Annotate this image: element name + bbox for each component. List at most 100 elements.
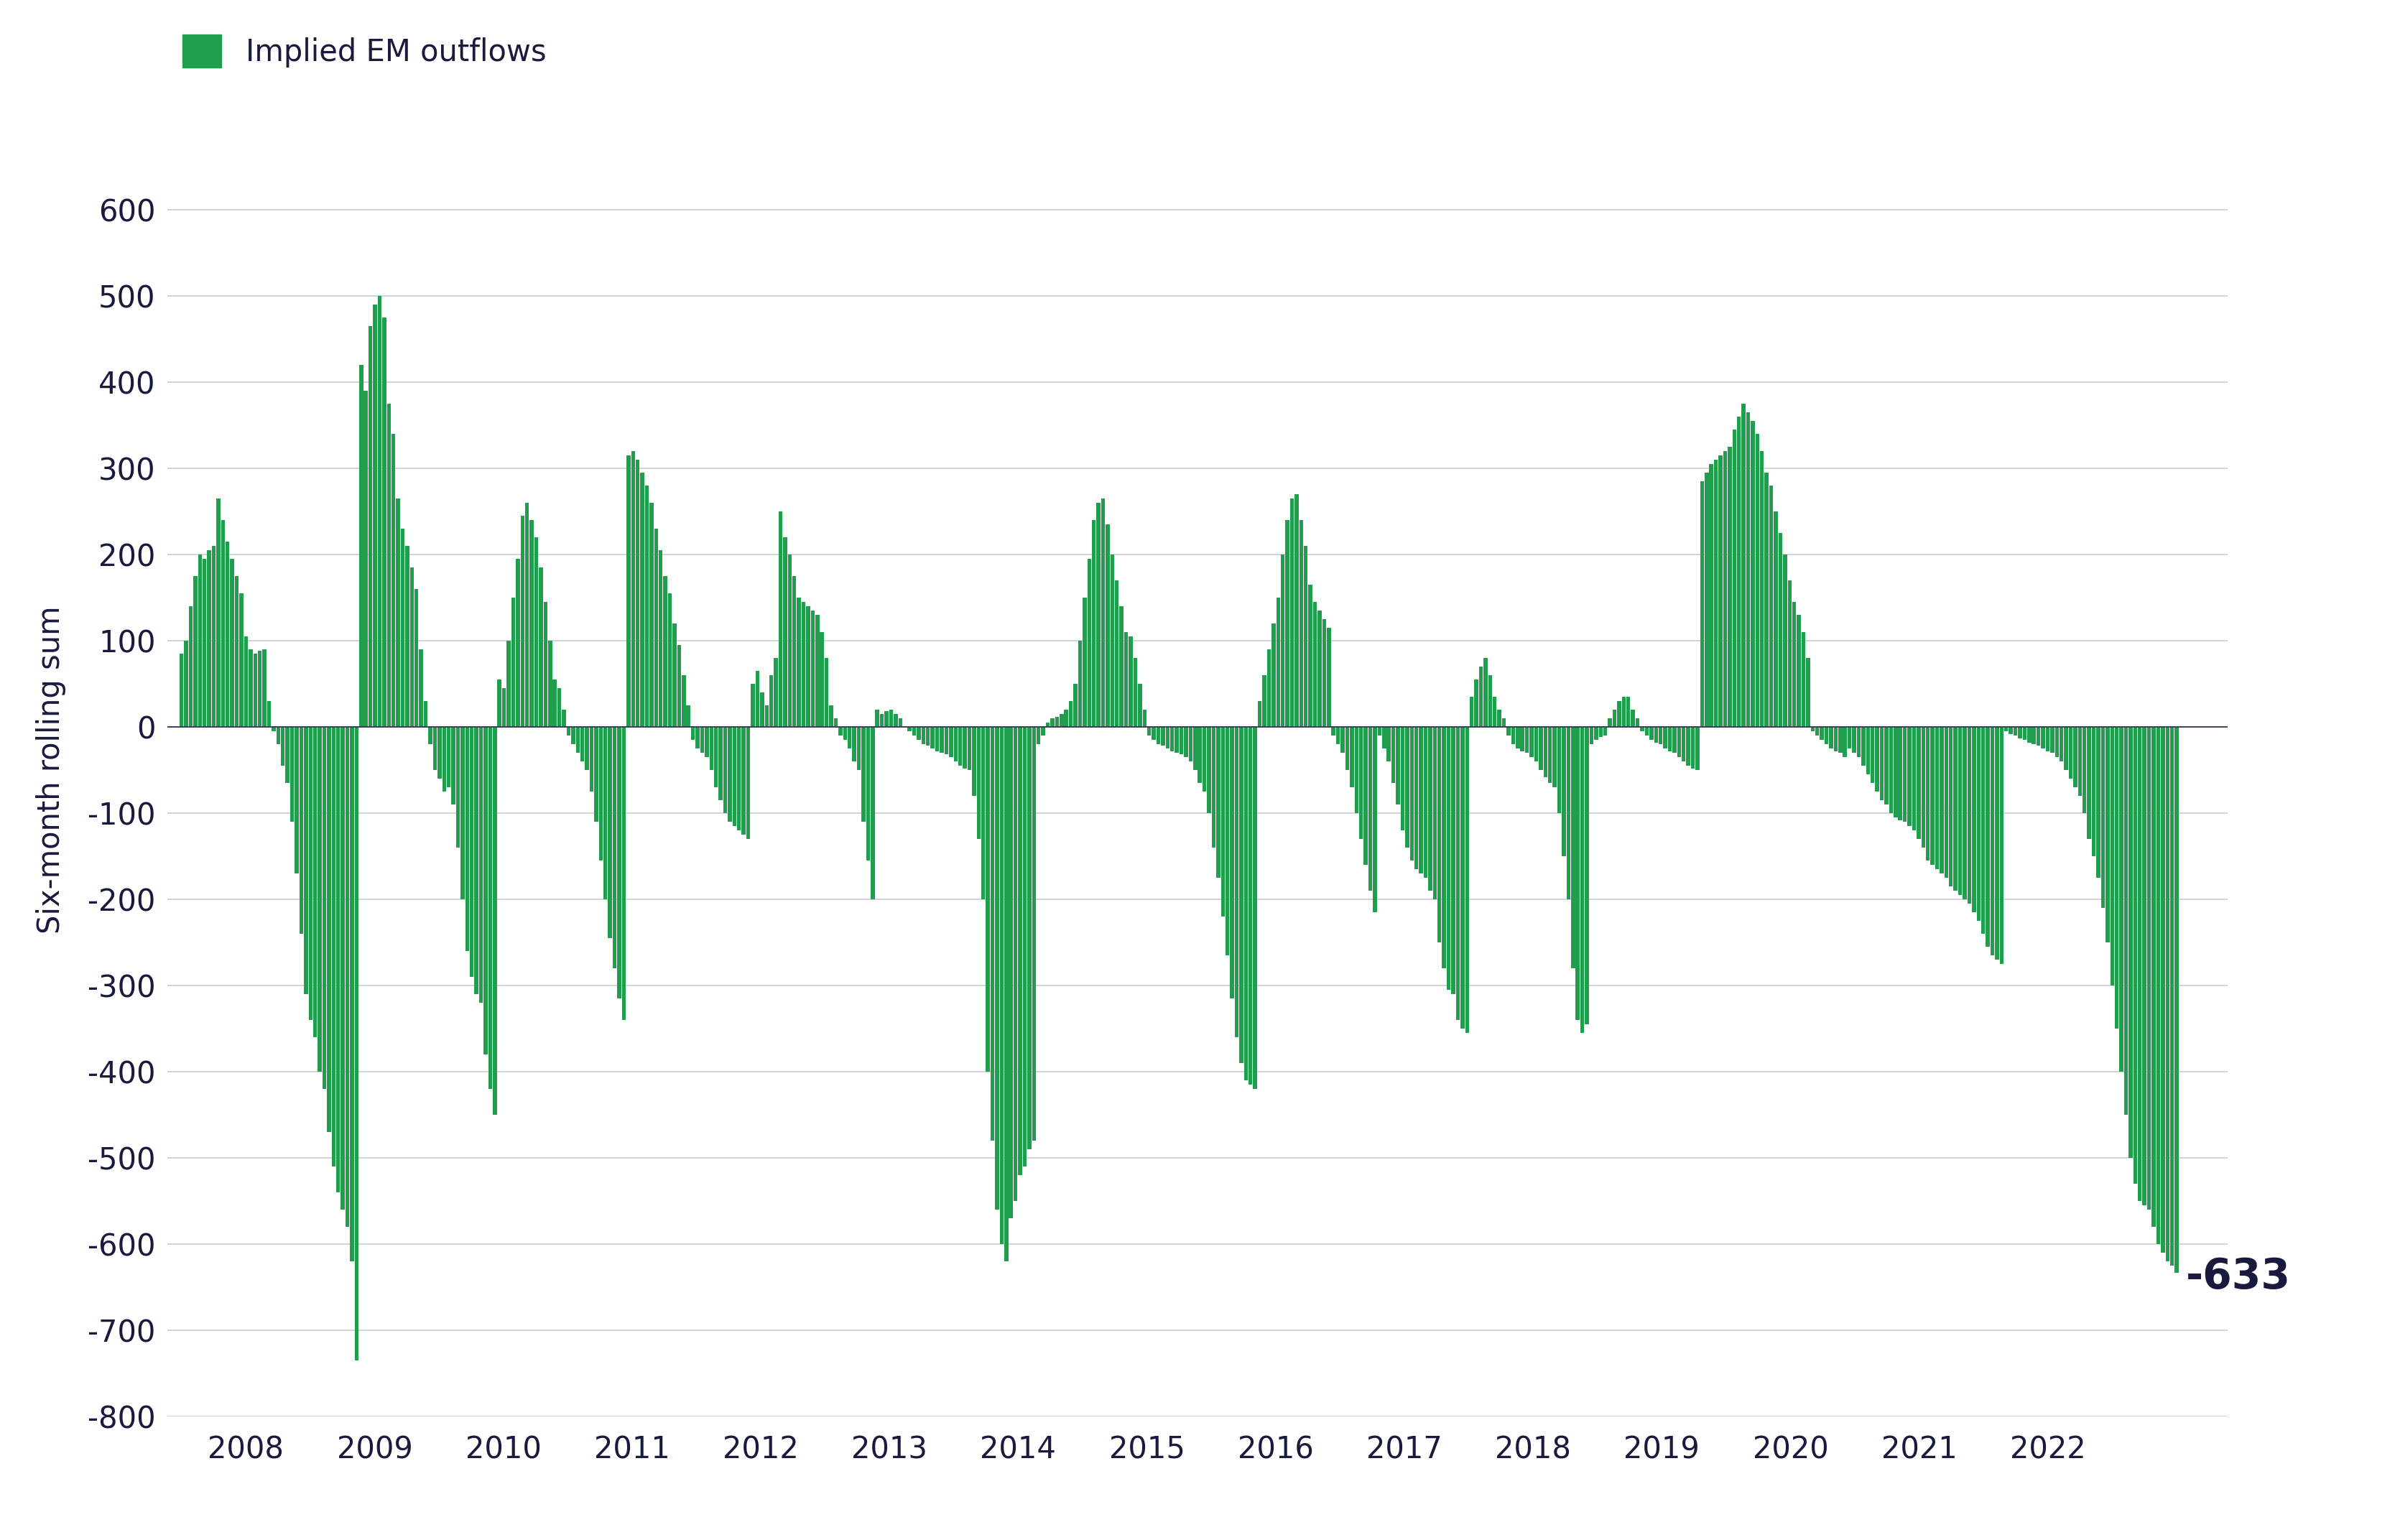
Bar	[230, 559, 235, 727]
Bar	[1566, 727, 1571, 899]
Bar	[1607, 718, 1612, 727]
Bar	[1662, 727, 1667, 748]
Bar	[438, 727, 441, 779]
Bar	[225, 542, 230, 727]
Bar	[1660, 727, 1662, 744]
Bar	[1198, 727, 1202, 782]
Bar	[635, 459, 639, 727]
Bar	[1676, 727, 1681, 758]
Bar	[1705, 473, 1708, 727]
Bar	[1018, 727, 1023, 1175]
Bar	[563, 710, 565, 727]
Bar	[958, 727, 963, 765]
Bar	[618, 727, 620, 998]
Bar	[1820, 727, 1825, 739]
Bar	[309, 727, 311, 1019]
Bar	[1217, 727, 1219, 878]
Bar	[340, 727, 345, 1210]
Bar	[1037, 727, 1039, 744]
Bar	[374, 305, 376, 727]
Bar	[469, 727, 474, 976]
Bar	[558, 688, 560, 727]
Bar	[752, 684, 754, 727]
Bar	[584, 727, 589, 770]
Bar	[2105, 727, 2110, 942]
Bar	[184, 641, 189, 727]
Bar	[515, 559, 520, 727]
Bar	[1861, 727, 1866, 765]
Bar	[520, 516, 525, 727]
Bar	[1092, 521, 1097, 727]
Bar	[2036, 727, 2041, 745]
Bar	[833, 718, 838, 727]
Bar	[1617, 701, 1621, 727]
Bar	[1621, 696, 1626, 727]
Bar	[1327, 628, 1332, 727]
Bar	[285, 727, 290, 782]
Bar	[1696, 727, 1700, 770]
Bar	[948, 727, 953, 758]
Bar	[1815, 727, 1820, 736]
Bar	[1825, 727, 1827, 744]
Bar	[668, 593, 673, 727]
Bar	[1521, 727, 1523, 752]
Bar	[1432, 727, 1437, 899]
Bar	[323, 727, 326, 1089]
Bar	[867, 727, 869, 861]
Bar	[259, 651, 261, 727]
Bar	[874, 710, 879, 727]
Bar	[1023, 727, 1027, 1167]
Bar	[345, 727, 350, 1227]
Bar	[580, 727, 584, 761]
Bar	[1296, 494, 1298, 727]
Bar	[2096, 727, 2100, 878]
Bar	[1811, 727, 1815, 732]
Bar	[489, 727, 491, 1089]
Bar	[1502, 718, 1506, 727]
Bar	[2100, 727, 2105, 909]
Bar	[1277, 598, 1279, 727]
Bar	[448, 727, 450, 787]
Bar	[2019, 727, 2021, 738]
Bar	[534, 537, 539, 727]
Bar	[695, 727, 699, 748]
Bar	[1715, 459, 1717, 727]
Bar	[1272, 624, 1277, 727]
Bar	[2146, 727, 2151, 1210]
Bar	[268, 701, 271, 727]
Bar	[1317, 610, 1322, 727]
Bar	[400, 528, 405, 727]
Bar	[2005, 727, 2007, 732]
Bar	[1741, 403, 1746, 727]
Bar	[479, 727, 484, 1003]
Bar	[1506, 727, 1511, 736]
Bar	[939, 727, 944, 753]
Bar	[388, 403, 390, 727]
Bar	[429, 727, 431, 744]
Bar	[1796, 614, 1801, 727]
Bar	[1013, 727, 1018, 1201]
Bar	[1363, 727, 1368, 865]
Bar	[1078, 641, 1083, 727]
Bar	[807, 607, 810, 727]
Bar	[654, 528, 659, 727]
Bar	[1471, 696, 1473, 727]
Bar	[304, 727, 309, 995]
Bar	[1162, 727, 1164, 745]
Bar	[663, 576, 668, 727]
Bar	[2024, 727, 2026, 739]
Bar	[455, 727, 460, 847]
Bar	[793, 576, 795, 727]
Bar	[1368, 727, 1372, 890]
Bar	[1341, 727, 1344, 753]
Bar	[1346, 727, 1348, 770]
Bar	[1727, 447, 1732, 727]
Bar	[1178, 727, 1183, 755]
Bar	[1760, 451, 1763, 727]
Bar	[2156, 727, 2160, 1244]
Bar	[1806, 658, 1811, 727]
Bar	[1238, 727, 1243, 1063]
Bar	[1875, 727, 1880, 792]
Bar	[687, 705, 690, 727]
Bar	[788, 554, 793, 727]
